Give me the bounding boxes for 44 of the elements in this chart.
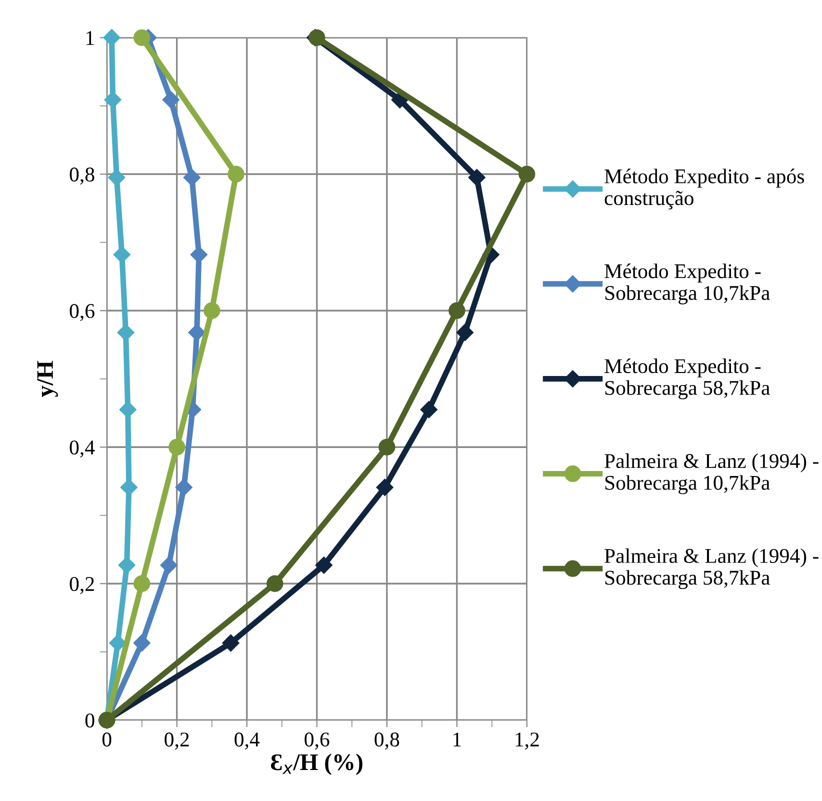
point: [168, 438, 186, 456]
x-tick-label: 1,2: [516, 732, 539, 750]
legend-label: Método Expedito - Sobrecarga 10,7kPa: [604, 264, 770, 304]
legend-label: Palmeira & Lanz (1994) - Sobrecarga 10,7kPa: [604, 453, 818, 494]
x-tick-label: 1: [454, 732, 461, 746]
x-tick-label: 0,4: [234, 732, 260, 750]
point: [160, 556, 178, 574]
x-tick-label: 0,8: [374, 732, 400, 750]
point: [420, 401, 438, 418]
y-tick-label: 0,2: [70, 576, 94, 594]
point: [468, 169, 486, 186]
legend-label: Método Expedito - Sobrecarga 58,7kPa: [604, 358, 770, 400]
point: [228, 166, 244, 182]
y-tick-label: 0,4: [70, 440, 95, 458]
point: [308, 29, 326, 46]
y-tick-label: 1: [86, 31, 94, 45]
point: [162, 91, 180, 108]
point: [378, 438, 396, 456]
point: [376, 478, 394, 496]
y-tick-label: 0,6: [70, 304, 94, 322]
y-tick-label: 0,8: [70, 168, 94, 185]
point: [109, 634, 126, 652]
x-tick-label: 0: [102, 732, 112, 747]
x-axis-title: Ɛ$_{x}$/H (%): [270, 754, 362, 775]
point: [134, 575, 150, 592]
y-axis-title: y/H: [37, 360, 58, 398]
point: [204, 302, 220, 319]
point: [134, 29, 150, 46]
point: [315, 556, 332, 574]
point: [266, 575, 284, 592]
point: [448, 302, 466, 319]
point: [118, 556, 136, 574]
point: [183, 169, 200, 186]
point: [456, 324, 474, 342]
point: [222, 634, 240, 652]
point: [108, 169, 126, 186]
x-tick-label: 0,6: [304, 732, 330, 750]
x-tick-label: 0,2: [164, 732, 189, 750]
legend-label: Palmeira & Lanz (1994) - Sobrecarga 58,7kPa: [604, 548, 818, 590]
point: [133, 634, 150, 652]
legend-label: Método Expedito - após construção: [604, 168, 804, 210]
point: [518, 166, 536, 182]
point: [175, 478, 192, 496]
y-tick-label: 0: [85, 713, 94, 728]
